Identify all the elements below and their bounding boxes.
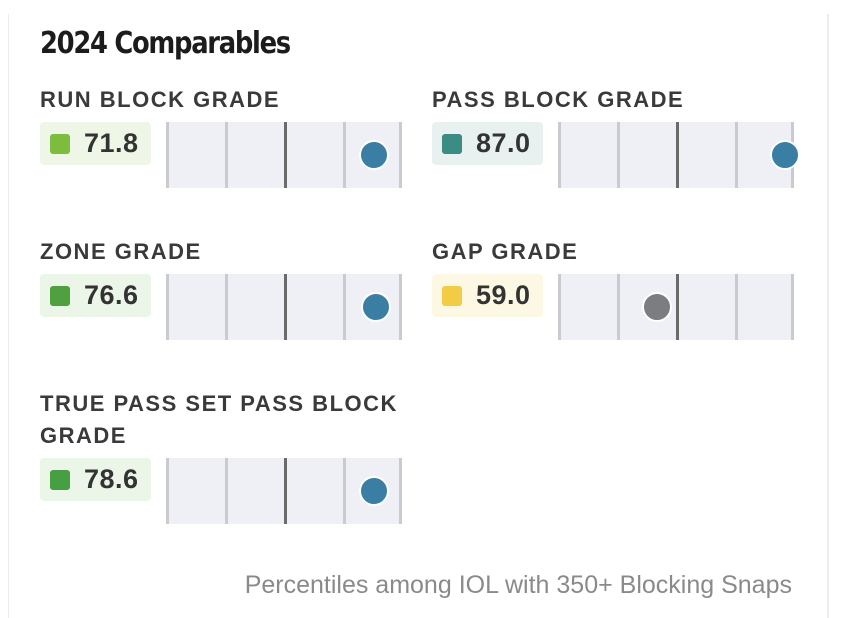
metric-label: PASS BLOCK GRADE	[432, 87, 685, 112]
card-title: 2024 Comparables	[40, 26, 291, 61]
quartile-tick	[735, 274, 738, 340]
metric-label: GAP GRADE	[432, 239, 579, 264]
metric-row: 59.0	[432, 274, 804, 340]
median-tick	[284, 274, 287, 340]
metric-label: TRUE PASS SET PASS BLOCK GRADE	[40, 391, 398, 448]
grade-swatch	[50, 470, 70, 490]
percentile-track	[166, 122, 402, 188]
metric-row: 87.0	[432, 122, 804, 188]
metric-row: 76.6	[40, 274, 412, 340]
grade-swatch	[50, 134, 70, 154]
metric-row: 78.6	[40, 458, 412, 524]
median-tick	[284, 122, 287, 188]
grade-value: 78.6	[84, 464, 139, 494]
quartile-tick	[558, 122, 561, 188]
grade-value: 87.0	[476, 128, 531, 158]
grade-value: 59.0	[476, 280, 531, 310]
percentile-dot	[642, 292, 672, 322]
quartile-tick	[617, 274, 620, 340]
metric-run-block-grade: RUN BLOCK GRADE 71.8	[40, 84, 412, 188]
metric-label: RUN BLOCK GRADE	[40, 87, 281, 112]
percentile-dot	[359, 140, 389, 170]
percentile-track	[166, 458, 402, 524]
quartile-tick	[166, 274, 169, 340]
median-tick	[676, 274, 679, 340]
metric-row: 71.8	[40, 122, 412, 188]
grade-swatch	[442, 134, 462, 154]
quartile-tick	[225, 274, 228, 340]
percentile-dot	[361, 292, 391, 322]
footnote: Percentiles among IOL with 350+ Blocking…	[244, 571, 792, 599]
quartile-tick	[399, 274, 402, 340]
grade-badge: 59.0	[432, 274, 543, 317]
quartile-tick	[225, 458, 228, 524]
quartile-tick	[735, 122, 738, 188]
grade-badge: 78.6	[40, 458, 151, 501]
quartile-tick	[791, 274, 794, 340]
grade-badge: 87.0	[432, 122, 543, 165]
grade-badge: 76.6	[40, 274, 151, 317]
percentile-track	[558, 122, 800, 188]
percentile-dot	[359, 476, 389, 506]
median-tick	[284, 458, 287, 524]
grade-value: 71.8	[84, 128, 139, 158]
metric-pass-block-grade: PASS BLOCK GRADE 87.0	[432, 84, 804, 188]
quartile-tick	[166, 458, 169, 524]
percentile-dot	[770, 140, 800, 170]
percentile-track	[558, 274, 794, 340]
metric-label: ZONE GRADE	[40, 239, 202, 264]
quartile-tick	[558, 274, 561, 340]
quartile-tick	[399, 458, 402, 524]
metric-gap-grade: GAP GRADE 59.0	[432, 236, 804, 340]
grade-swatch	[442, 286, 462, 306]
grade-swatch	[50, 286, 70, 306]
quartile-tick	[399, 122, 402, 188]
quartile-tick	[225, 122, 228, 188]
metric-zone-grade: ZONE GRADE 76.6	[40, 236, 412, 340]
quartile-tick	[617, 122, 620, 188]
grade-value: 76.6	[84, 280, 139, 310]
median-tick	[676, 122, 679, 188]
quartile-tick	[343, 458, 346, 524]
quartile-tick	[343, 122, 346, 188]
quartile-tick	[343, 274, 346, 340]
percentile-track	[166, 274, 402, 340]
metric-true-pass-set-pass-block-grade: TRUE PASS SET PASS BLOCK GRADE 78.6	[40, 388, 412, 524]
quartile-tick	[166, 122, 169, 188]
grade-badge: 71.8	[40, 122, 151, 165]
